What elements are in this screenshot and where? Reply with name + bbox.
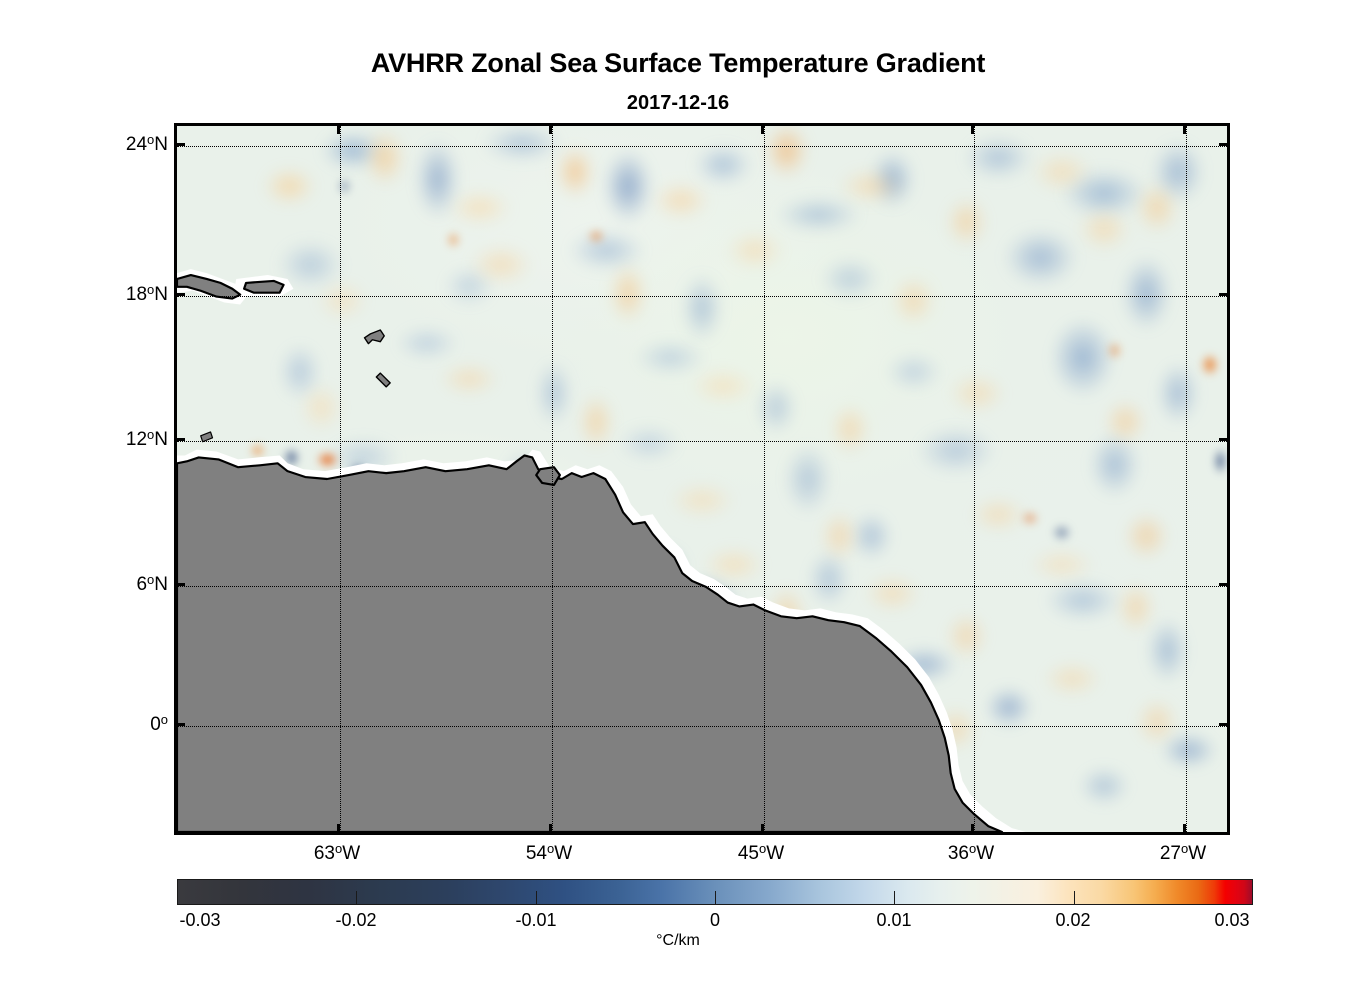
colorbar-label-0.02: 0.02 (1055, 910, 1091, 930)
xtick-label-54: 54oW (525, 841, 573, 865)
xtick-label-45: 45oW (737, 841, 785, 865)
colorbar-label--0.02: -0.02 (335, 910, 377, 930)
land-mask-layer (177, 269, 1026, 832)
xtick-63 (337, 824, 340, 835)
colorbar-label--0.01: -0.01 (515, 910, 557, 930)
guadeloupe-island (363, 329, 385, 345)
colorbar[interactable] (177, 879, 1253, 905)
land-polygons (177, 273, 1004, 832)
ytick-24 (174, 143, 185, 146)
ytick-label-12: 12oN (125, 427, 168, 451)
colorbar-label-0.01: 0.01 (876, 910, 912, 930)
xtick-27 (1183, 824, 1186, 835)
xtick-top-27 (1183, 123, 1186, 134)
colorbar-tick-0.02 (1074, 891, 1075, 905)
ytick-label-18: 18oN (125, 282, 168, 306)
colorbar-label--0.03: -0.03 (179, 910, 221, 930)
figure-subtitle: 2017-12-16 (626, 92, 730, 114)
colorbar-label-0.03: 0.03 (1214, 910, 1250, 930)
colorbar-unit-label: °C/km (656, 932, 700, 949)
xtick-54 (549, 824, 552, 835)
leeward-antilles-specks (200, 431, 214, 443)
colorbar-tick--0.02 (356, 891, 357, 905)
ytick-label-6: 6oN (136, 572, 168, 596)
ytick-6 (174, 583, 185, 586)
map-plot-area[interactable] (174, 123, 1230, 835)
ytick-right-12 (1219, 438, 1230, 441)
xtick-label-36: 36oW (947, 841, 995, 865)
xtick-36 (971, 824, 974, 835)
xtick-label-63: 63oW (313, 841, 361, 865)
ytick-label-24: 24oN (125, 132, 168, 156)
martinique-island (375, 372, 391, 388)
xtick-top-63 (337, 123, 340, 134)
ytick-label-0: 0o (150, 712, 168, 736)
ytick-18 (174, 293, 185, 296)
ytick-right-18 (1219, 293, 1230, 296)
page-title: AVHRR Zonal Sea Surface Temperature Grad… (370, 48, 986, 78)
colorbar-tick-0 (715, 891, 716, 905)
ytick-right-0 (1219, 723, 1230, 726)
xtick-top-36 (971, 123, 974, 134)
ytick-12 (174, 438, 185, 441)
colorbar-label-0: 0 (709, 910, 721, 930)
ytick-right-24 (1219, 143, 1230, 146)
colorbar-tick-0.01 (894, 891, 895, 905)
xtick-top-54 (549, 123, 552, 134)
south-america-landmass (177, 454, 1004, 832)
xtick-top-45 (761, 123, 764, 134)
ytick-right-6 (1219, 583, 1230, 586)
sst-gradient-field (177, 126, 1227, 832)
trinidad-island (535, 466, 561, 486)
xtick-45 (761, 824, 764, 835)
ytick-0 (174, 723, 185, 726)
xtick-label-27: 27oW (1159, 841, 1207, 865)
colorbar-tick--0.01 (536, 891, 537, 905)
puerto-rico-island (243, 279, 285, 294)
